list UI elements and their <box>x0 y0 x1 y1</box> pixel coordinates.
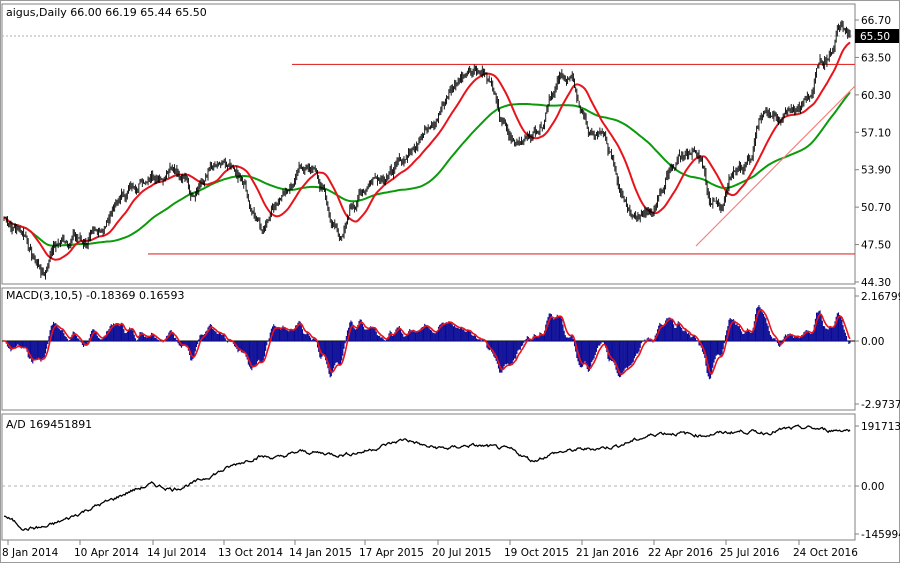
price-tick-label: 44.30 <box>861 277 891 289</box>
macd-panel <box>1 287 856 411</box>
time-tick-label: 14 Jul 2014 <box>147 547 207 559</box>
ad-curve <box>3 424 851 532</box>
time-tick-label: 22 Apr 2016 <box>648 547 713 559</box>
macd-histogram <box>4 305 851 380</box>
macd-bars <box>4 305 851 380</box>
price-tick-label: 57.10 <box>861 127 891 139</box>
price-tag: 65.50 <box>860 31 890 43</box>
price-tick-label: 47.50 <box>861 240 891 252</box>
time-tick-label: 17 Apr 2015 <box>359 547 424 559</box>
price-tick-label: 60.30 <box>861 90 891 102</box>
macd-tick-label: 0.00 <box>861 336 884 348</box>
macd-signal <box>3 308 851 376</box>
ma-fast-line <box>3 41 851 261</box>
price-header: aigus,Daily 66.00 66.19 65.44 65.50 <box>6 6 207 19</box>
price-tag-box <box>855 29 899 43</box>
macd-axis: 2.16799 0.00 -2.9737 <box>855 291 900 411</box>
ohlc-bars <box>3 20 851 280</box>
macd-signal-line <box>3 308 851 376</box>
ad-tick-label: -145994356 <box>861 529 900 541</box>
time-tick-label: 13 Oct 2014 <box>218 547 283 559</box>
ad-panel <box>1 413 856 541</box>
time-tick-label: 8 Jan 2014 <box>2 547 59 559</box>
price-panel <box>1 3 856 285</box>
time-tick-label: 25 Jul 2016 <box>720 547 780 559</box>
macd-tick-label: 2.16799 <box>861 291 900 303</box>
time-tick-label: 10 Apr 2014 <box>74 547 139 559</box>
price-tick-label: 63.50 <box>861 52 891 64</box>
price-axis: 66.70 63.50 60.30 57.10 53.90 50.70 47.50 44.30 <box>855 15 891 289</box>
time-axis: 8 Jan 2014 10 Apr 2014 14 Jul 2014 13 Oct 2… <box>2 540 858 559</box>
price-tick-label: 66.70 <box>861 15 891 27</box>
time-tick-label: 19 Oct 2015 <box>504 547 569 559</box>
ad-axis: 191713607 0.00 -145994356 <box>855 421 900 541</box>
ma-slow <box>3 91 851 247</box>
horizontal-levels <box>148 63 855 255</box>
time-tick-label: 24 Oct 2016 <box>793 547 858 559</box>
ma-fast <box>3 41 851 261</box>
time-tick-label: 14 Jan 2015 <box>289 547 352 559</box>
macd-tick-label: -2.9737 <box>861 399 900 411</box>
macd-header: MACD(3,10,5) -0.18369 0.16593 <box>6 289 184 302</box>
price-tick-label: 50.70 <box>861 202 891 214</box>
time-tick-label: 21 Jan 2016 <box>576 547 639 559</box>
ad-tick-label: 191713607 <box>861 421 900 433</box>
price-tick-label: 53.90 <box>861 165 891 177</box>
time-tick-label: 20 Jul 2015 <box>432 547 491 559</box>
price-series <box>3 20 851 280</box>
ma-slow-line <box>3 91 851 247</box>
ad-line <box>3 424 851 532</box>
trendline[interactable] <box>695 85 856 247</box>
ad-tick-label: 0.00 <box>861 481 884 493</box>
ad-header: A/D 169451891 <box>6 418 92 431</box>
